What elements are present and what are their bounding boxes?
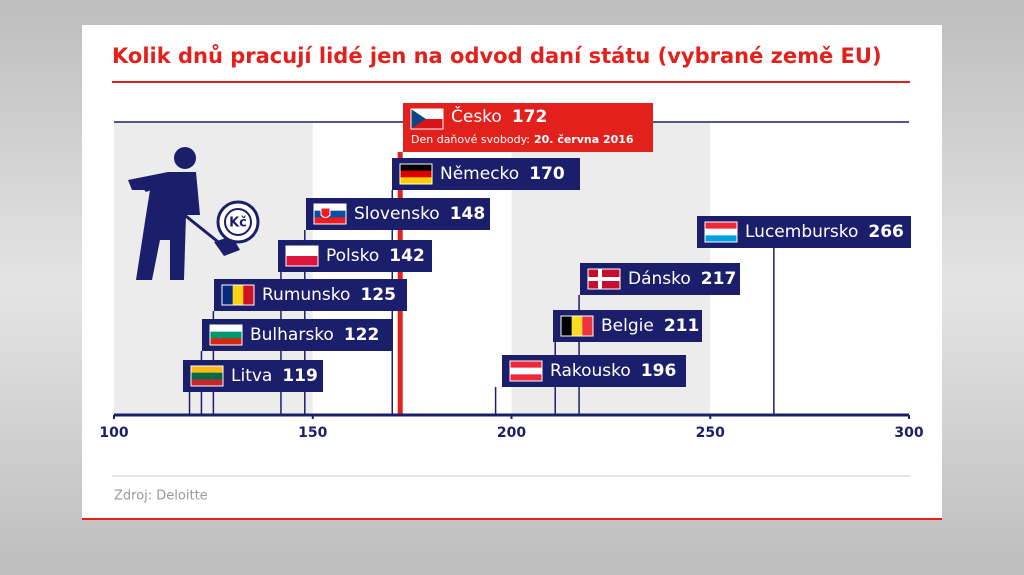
value-label: 266 [868,222,904,242]
svg-text:Kč: Kč [229,216,247,231]
value-label: 170 [529,164,565,184]
flag-part [400,170,432,178]
x-tick-label: 150 [298,425,327,441]
flag-border [509,360,543,382]
annotation-date: 20. června 2016 [534,133,634,146]
category-label: Belgie [601,316,654,336]
flag-border [399,163,433,185]
flag-part [510,374,542,382]
flag-part [191,366,223,373]
country-label: Bulharsko 122 [202,319,392,351]
flag-part [510,361,542,368]
flag-border [209,324,243,346]
flag-part [510,367,542,375]
x-tick-label: 200 [497,425,526,441]
flag-part [571,316,583,336]
flag-part [243,285,255,305]
label-box [403,103,653,152]
flag-part [411,109,426,129]
category-label: Rakousko [550,361,631,381]
marks: Česko 172 Den daňové svobody: 20. června 20… [183,103,911,415]
country-label: Rakousko 196 [502,355,686,387]
value-label: 119 [282,366,318,386]
category-label: Litva [231,366,272,386]
flag-border [221,284,255,306]
flag-border [410,108,444,130]
flag-part [561,316,572,336]
flag-part [314,204,346,211]
flag-part [582,316,594,336]
flag-part [400,164,432,171]
country-label: Dánsko 217 [580,263,740,295]
value-label: 142 [389,246,425,266]
country-label: Lucembursko 266 [697,216,911,248]
x-tick-label: 300 [894,425,923,441]
x-tick-label: 100 [99,425,128,441]
country-label: Polsko 142 [278,240,432,272]
category-label: Lucembursko [745,222,858,242]
value-label: 172 [512,107,548,127]
country-label: Litva 119 [183,360,323,392]
flag-part [191,379,223,387]
category-label: Bulharsko [250,325,334,345]
flag-part [286,256,318,262]
flag-part [588,277,620,281]
flag-border [190,365,224,387]
category-label: Rumunsko [262,285,350,305]
country-label: Německo 170 [392,158,580,190]
flag-border [704,221,738,243]
category-label: Slovensko [354,204,440,224]
annotation: Den daňové svobody: [411,133,530,146]
shoveler-icon: Kč [128,147,260,280]
flag-part [286,246,318,252]
category-label: Německo [440,164,519,184]
country-label: Rumunsko 125 [214,279,407,311]
source: Zdroj: Deloitte [114,489,208,504]
flag-part [210,338,242,346]
value-label: 122 [344,325,380,345]
flag-part [210,331,242,339]
value-label: 125 [360,285,396,305]
chart-title: Kolik dnů pracují lidé jen na odvod daní… [112,44,882,68]
flag-part [222,285,233,305]
flag-part [400,177,432,185]
flag-part [411,119,443,129]
value-label: 196 [641,361,677,381]
value-label: 211 [664,316,700,336]
flag-part [705,222,737,229]
flag-part [705,228,737,236]
category-label: Polsko [326,246,379,266]
country-label: Slovensko 148 [306,198,490,230]
flag-border [587,268,621,290]
flag-border [285,245,319,267]
country-label: Belgie 211 [553,310,702,342]
flag-part [314,217,346,225]
flag-part [320,207,331,218]
country-label: Česko 172 Den daňové svobody: 20. června 20… [403,103,653,152]
x-tick-label: 250 [696,425,725,441]
flag-part [210,325,242,332]
value-label: 148 [450,204,486,224]
flag-part [286,261,318,267]
category-label: Dánsko [628,269,691,289]
category-label: Česko [451,105,502,127]
flag-part [232,285,244,305]
flag-part [191,372,223,380]
flag-border [560,315,594,337]
flag-part [286,251,318,257]
value-label: 217 [701,269,737,289]
flag-border [313,203,347,225]
flag-part [705,235,737,243]
